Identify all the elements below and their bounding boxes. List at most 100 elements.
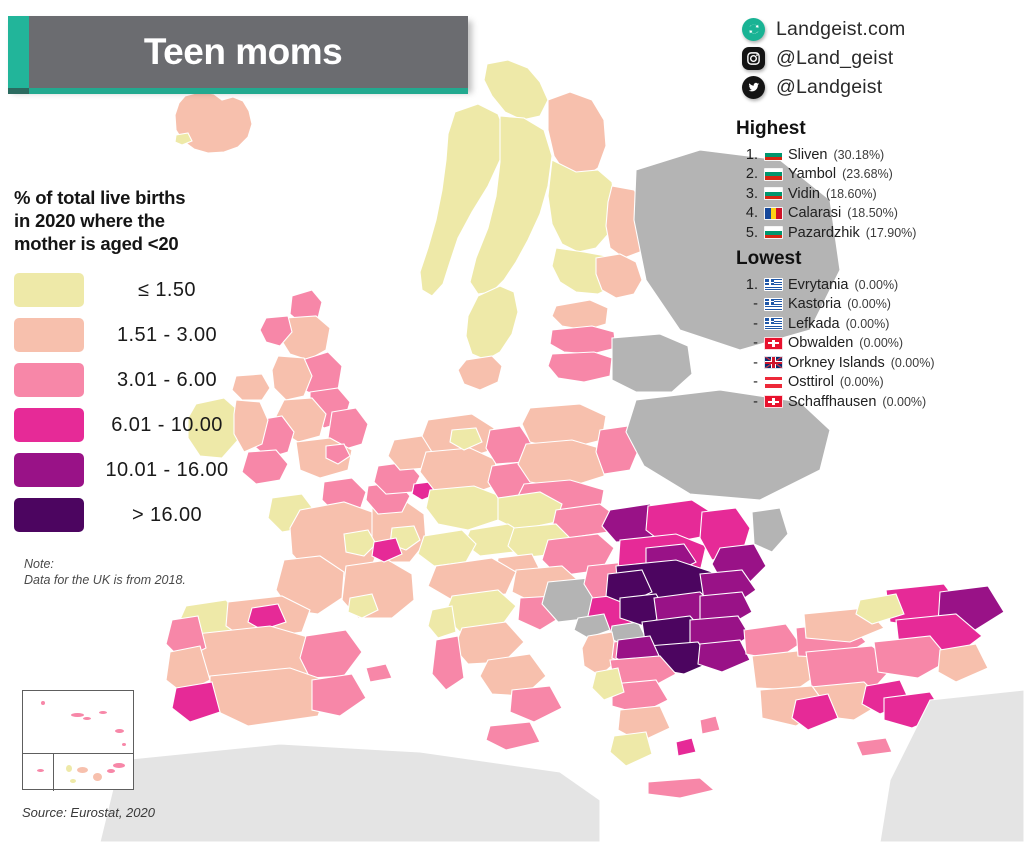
brand-row-instagram[interactable]: @Land_geist bbox=[742, 45, 1004, 71]
highest-region-name: Calarasi bbox=[788, 205, 842, 222]
legend-title: % of total live births in 2020 where the… bbox=[14, 187, 186, 254]
map-region-crete bbox=[647, 777, 716, 799]
lowest-region-value: (0.00%) bbox=[859, 336, 904, 351]
legend-swatch-5 bbox=[14, 498, 84, 532]
highest-region-name: Vidin bbox=[788, 185, 820, 202]
greece-flag-icon bbox=[764, 278, 783, 292]
title-accent-left bbox=[8, 16, 29, 88]
greece-flag-icon bbox=[764, 297, 783, 311]
lowest-region-value: (0.00%) bbox=[890, 355, 935, 370]
map-region-ireland-e bbox=[233, 399, 269, 453]
legend-label-3: 6.01 - 10.00 bbox=[111, 413, 223, 436]
bulgaria-flag-icon bbox=[764, 187, 783, 201]
map-region-iceland-sw bbox=[174, 132, 193, 146]
map-region-russia-nw bbox=[633, 149, 841, 351]
map-region-greece-isl1 bbox=[675, 737, 697, 757]
map-region-finland-c bbox=[547, 159, 617, 253]
lowest-row: 1. Evrytania (0.00%) bbox=[736, 275, 1004, 295]
inset-island-11 bbox=[113, 763, 125, 768]
highest-region-value: (23.68%) bbox=[842, 167, 893, 182]
highest-ranking-list: Highest 1. Sliven (30.18%) 2. Yambol (23.68%)… bbox=[736, 118, 1004, 243]
map-region-turkey-y bbox=[855, 593, 905, 625]
highest-region-value: (18.50%) bbox=[847, 206, 898, 221]
map-region-lithuania bbox=[547, 351, 613, 383]
map-region-turkey-sy bbox=[937, 643, 989, 683]
highest-title: Highest bbox=[736, 118, 806, 139]
map-region-uk-sw bbox=[241, 449, 289, 485]
legend-swatch-3 bbox=[14, 408, 84, 442]
map-region-uk-scot-w bbox=[259, 315, 293, 347]
legend-swatch-4 bbox=[14, 453, 84, 487]
lowest-rank-number: - bbox=[753, 374, 758, 391]
inset-divider-horizontal bbox=[23, 753, 133, 755]
lowest-ranking-list: Lowest 1. Evrytania (0.00%) - Kastoria (0.00%… bbox=[736, 248, 1004, 412]
map-region-france-m1 bbox=[371, 537, 403, 563]
brand-text-twitter: @Landgeist bbox=[776, 75, 883, 98]
map-region-norway-n bbox=[483, 59, 549, 121]
highest-region-name: Sliven bbox=[788, 146, 828, 163]
brand-text-website: Landgeist.com bbox=[776, 17, 906, 40]
map-region-moldova bbox=[751, 507, 789, 553]
lowest-region-value: (0.00%) bbox=[847, 297, 891, 312]
branding: Landgeist.com @Land_geist @Landgeist bbox=[742, 16, 1004, 103]
switzerland-flag-icon bbox=[764, 395, 783, 409]
inset-island-6 bbox=[37, 769, 44, 772]
lowest-row: - Osttirol (0.00%) bbox=[736, 373, 1004, 393]
map-region-greece-pelop bbox=[609, 731, 653, 767]
legend-row-2: 3.01 - 6.00 bbox=[14, 361, 264, 399]
inset-island-9 bbox=[70, 779, 76, 783]
inset-island-3 bbox=[99, 711, 107, 714]
highest-rank-number: 4. bbox=[745, 205, 758, 222]
lowest-rank-number: - bbox=[753, 315, 758, 332]
lowest-region-value: (0.00%) bbox=[845, 316, 890, 331]
map-region-france-y1 bbox=[343, 529, 377, 557]
map-region-turkey-e2 bbox=[873, 635, 951, 679]
map-region-greece-s bbox=[617, 705, 671, 743]
legend-row-0: ≤ 1.50 bbox=[14, 271, 264, 309]
brand-row-twitter[interactable]: @Landgeist bbox=[742, 74, 1004, 100]
map-region-turkey-m1 bbox=[791, 693, 839, 731]
map-region-turkey-c bbox=[805, 645, 897, 693]
highest-region-value: (17.90%) bbox=[865, 225, 917, 240]
highest-row: 1. Sliven (30.18%) bbox=[736, 145, 1004, 165]
map-region-germany-s bbox=[425, 485, 501, 531]
map-region-greece-isl2 bbox=[699, 715, 721, 735]
twitter-icon bbox=[742, 75, 765, 99]
lowest-row: - Kastoria (0.00%) bbox=[736, 295, 1004, 315]
brand-row-website[interactable]: Landgeist.com bbox=[742, 16, 1004, 42]
lowest-row: - Orkney Islands (0.00%) bbox=[736, 353, 1004, 373]
legend-label-5: > 16.00 bbox=[131, 503, 203, 526]
map-region-balearic bbox=[365, 663, 393, 683]
inset-island-7 bbox=[66, 765, 72, 772]
greece-flag-icon bbox=[764, 317, 783, 331]
map-region-mideast bbox=[879, 689, 1024, 842]
map-region-sardinia bbox=[431, 635, 465, 691]
highest-region-value: (30.18%) bbox=[833, 147, 885, 162]
lowest-region-value: (0.00%) bbox=[882, 394, 927, 409]
highest-region-name: Pazardzhik bbox=[788, 224, 860, 241]
map-region-france-sw bbox=[275, 555, 345, 615]
map-region-cyprus bbox=[855, 737, 893, 757]
highest-rows: 1. Sliven (30.18%) 2. Yambol (23.68%) 3. Vidin (… bbox=[736, 145, 1004, 243]
globe-icon bbox=[742, 17, 765, 41]
legend-swatch-0 bbox=[14, 273, 84, 307]
lowest-region-name: Kastoria bbox=[788, 296, 842, 313]
inset-island-4 bbox=[115, 729, 124, 733]
lowest-rank-number: - bbox=[753, 354, 758, 371]
legend-swatch-2 bbox=[14, 363, 84, 397]
highest-region-name: Yambol bbox=[788, 166, 837, 183]
legend-row-5: > 16.00 bbox=[14, 496, 264, 534]
map-region-italy-s2 bbox=[509, 685, 563, 723]
map-region-greece-w bbox=[591, 667, 625, 701]
map-region-finland-se bbox=[595, 253, 643, 299]
highest-row: 3. Vidin (18.60%) bbox=[736, 184, 1004, 204]
legend-row-1: 1.51 - 3.00 bbox=[14, 316, 264, 354]
map-region-corsica bbox=[427, 605, 457, 639]
map-region-turkey-w bbox=[751, 649, 823, 691]
map-region-sweden-s bbox=[465, 285, 519, 361]
inset-island-12 bbox=[107, 769, 115, 773]
highest-row: 5. Pazardzhik (17.90%) bbox=[736, 223, 1004, 243]
map-region-denmark bbox=[457, 355, 503, 391]
bulgaria-flag-icon bbox=[764, 226, 783, 240]
lowest-region-name: Osttirol bbox=[788, 374, 834, 391]
